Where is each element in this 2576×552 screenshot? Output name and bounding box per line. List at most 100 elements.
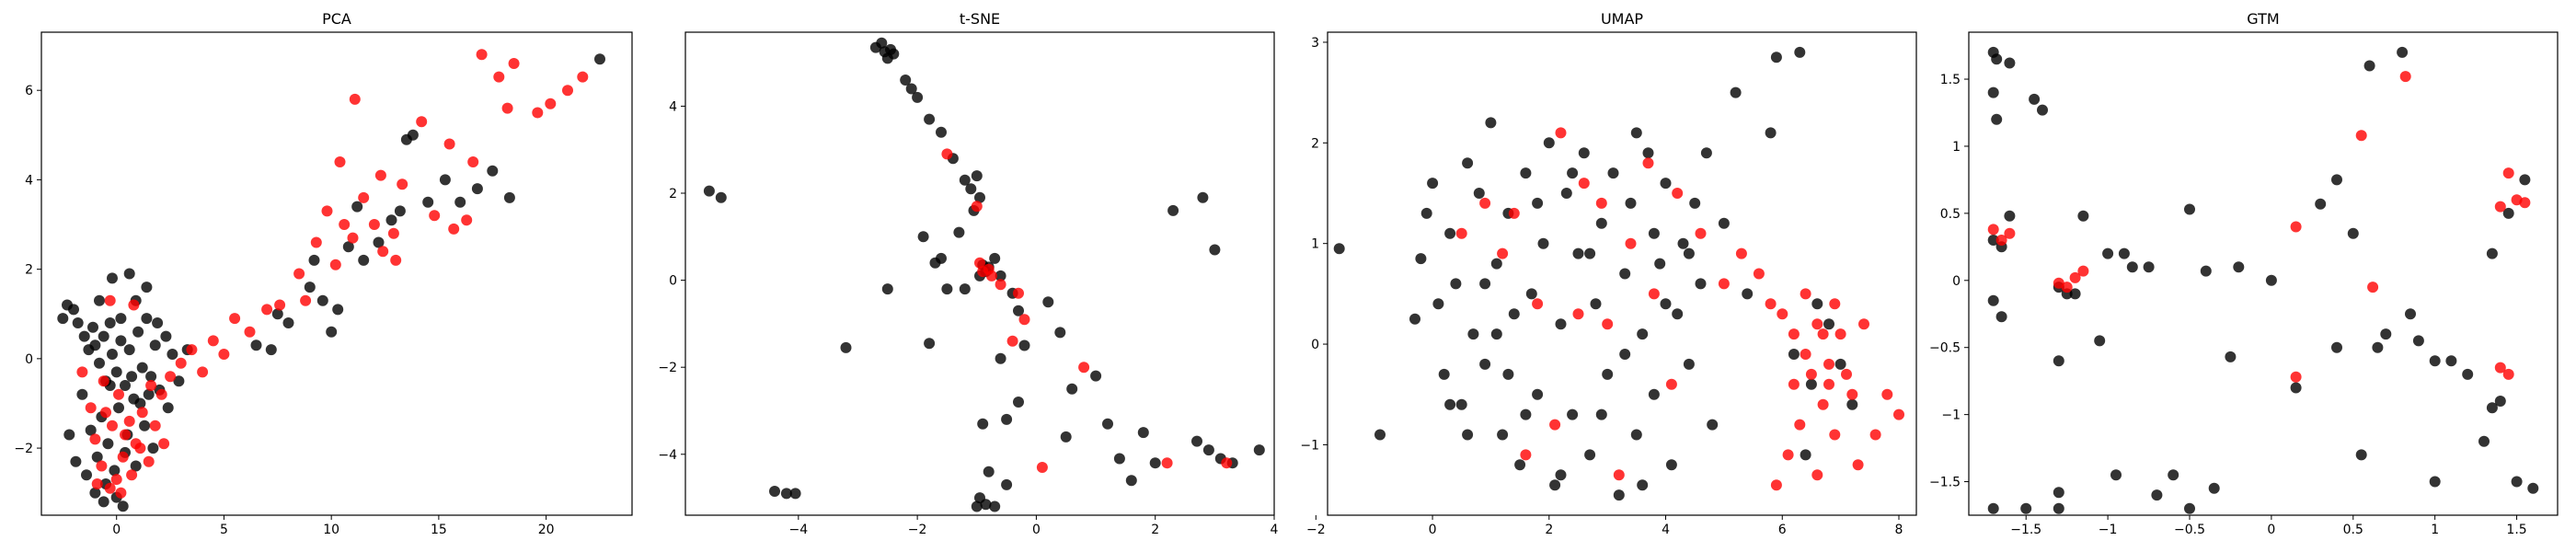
data-point-series-0: [2429, 476, 2441, 488]
data-point-series-1: [1817, 328, 1829, 340]
data-point-series-0: [2029, 93, 2041, 105]
plot-frame: [684, 31, 1275, 516]
y-tick-label: −1.5: [1929, 476, 1961, 490]
data-point-series-0: [1013, 397, 1024, 408]
data-point-series-0: [2004, 57, 2016, 69]
data-point-series-0: [1090, 370, 1102, 382]
data-point-series-0: [2184, 203, 2195, 215]
data-point-series-1: [2069, 271, 2081, 283]
x-tick-label: 0: [2267, 523, 2275, 537]
data-point-series-0: [1001, 413, 1013, 425]
data-point-series-1: [229, 313, 241, 325]
data-point-series-0: [91, 451, 103, 463]
data-point-series-0: [980, 499, 992, 511]
data-point-series-0: [104, 317, 116, 328]
x-tick-label: 0: [1429, 523, 1437, 537]
data-point-series-0: [1660, 178, 1672, 190]
data-point-series-1: [374, 169, 386, 181]
data-point-series-0: [373, 236, 385, 248]
data-point-series-1: [493, 71, 505, 83]
data-point-series-0: [2372, 341, 2384, 353]
data-point-series-0: [594, 53, 605, 65]
data-point-series-0: [1718, 217, 1730, 229]
data-point-series-1: [1006, 335, 1018, 347]
data-point-series-0: [2118, 247, 2130, 259]
data-point-series-0: [1987, 235, 1999, 246]
data-point-series-0: [1490, 258, 1502, 270]
data-point-series-1: [334, 156, 346, 167]
data-point-series-1: [126, 469, 138, 481]
data-point-series-0: [422, 196, 434, 208]
data-point-series-1: [1695, 227, 1707, 239]
data-point-series-0: [2208, 482, 2220, 494]
data-point-series-1: [218, 349, 230, 360]
data-point-series-1: [1642, 157, 1654, 169]
data-point-series-0: [1683, 247, 1695, 259]
data-point-series-0: [1455, 398, 1467, 410]
data-point-series-0: [94, 294, 105, 306]
data-point-series-0: [304, 282, 316, 293]
data-point-series-0: [2527, 482, 2539, 494]
y-tick-label: 4: [669, 99, 677, 114]
data-point-series-0: [769, 486, 780, 497]
data-point-series-1: [2502, 368, 2514, 380]
plot-frame: [1327, 31, 1917, 516]
data-point-series-0: [2102, 247, 2114, 259]
data-point-series-0: [2184, 502, 2195, 514]
data-point-series-0: [917, 231, 929, 243]
data-point-series-1: [1800, 288, 1811, 300]
data-point-series-0: [1485, 117, 1497, 129]
y-tick-label: 0: [25, 352, 33, 367]
data-point-series-1: [2053, 277, 2064, 289]
data-point-series-0: [2511, 476, 2523, 488]
data-point-series-0: [2053, 487, 2064, 499]
data-point-series-0: [173, 375, 185, 387]
data-point-series-0: [2265, 274, 2277, 286]
y-tick-label: 1.5: [1940, 73, 1961, 87]
data-point-series-0: [385, 214, 397, 226]
data-point-series-0: [2478, 435, 2490, 447]
scatter-points: [1333, 46, 1904, 501]
data-point-series-0: [2233, 261, 2245, 273]
data-point-series-0: [1991, 113, 2003, 125]
data-point-series-1: [115, 487, 127, 499]
x-tick-label: 0: [1032, 523, 1041, 537]
data-point-series-0: [965, 183, 977, 195]
data-point-series-1: [974, 257, 985, 269]
x-tick-label: 0.5: [2343, 523, 2363, 537]
data-point-series-1: [1770, 479, 1782, 491]
data-point-series-0: [1167, 204, 1179, 216]
data-point-series-0: [115, 335, 127, 347]
data-point-series-0: [1508, 308, 1520, 320]
data-point-series-0: [76, 388, 88, 400]
y-tick-label: 6: [25, 84, 33, 98]
data-point-series-1: [1788, 378, 1800, 390]
data-point-series-1: [358, 191, 370, 203]
x-tick-label: 10: [323, 523, 339, 537]
data-point-series-1: [89, 433, 101, 445]
data-point-series-0: [941, 283, 953, 295]
data-point-series-1: [1817, 398, 1829, 410]
data-point-series-1: [145, 380, 157, 391]
data-point-series-0: [1991, 53, 2003, 65]
x-tick-label: 4: [1662, 523, 1670, 537]
data-point-series-1: [416, 116, 428, 128]
data-point-series-0: [1560, 188, 1572, 199]
x-tick-label: −1: [2099, 523, 2118, 537]
data-point-series-1: [985, 270, 997, 282]
data-point-series-0: [971, 170, 983, 182]
data-point-series-1: [368, 219, 380, 230]
y-tick-label: 0: [669, 274, 677, 289]
data-point-series-0: [1672, 308, 1684, 320]
data-point-series-1: [1718, 278, 1730, 290]
data-point-series-1: [1555, 127, 1567, 139]
data-point-series-0: [1800, 449, 1811, 461]
data-point-series-0: [1191, 435, 1202, 447]
data-point-series-0: [2110, 469, 2122, 481]
data-point-series-0: [1625, 197, 1637, 209]
data-point-series-0: [1595, 408, 1607, 420]
data-point-series-1: [2519, 197, 2531, 209]
data-point-series-0: [2380, 328, 2392, 340]
data-point-series-0: [358, 254, 370, 266]
